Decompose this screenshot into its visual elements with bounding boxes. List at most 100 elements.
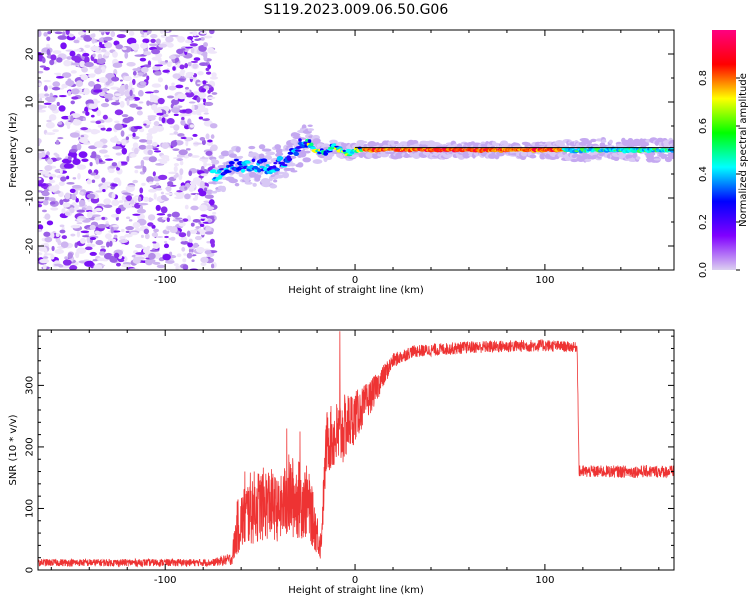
- track-halo: [290, 170, 298, 173]
- noise-blob: [65, 30, 70, 36]
- noise-blob: [173, 165, 178, 173]
- noise-blob: [204, 107, 209, 113]
- noise-blob: [46, 220, 54, 226]
- colorbar-label: Normalized spectral amplitude: [738, 73, 749, 227]
- noise-blob: [110, 101, 121, 106]
- track-halo: [211, 190, 218, 194]
- noise-blob: [149, 249, 160, 252]
- noise-blob: [153, 193, 157, 200]
- colorbar: 0.0 0.2 0.4 0.6 0.8 Normalized spectral ampl…: [698, 30, 749, 278]
- noise-blob: [57, 121, 63, 125]
- track-halo: [480, 143, 486, 148]
- noise-blob: [45, 132, 56, 136]
- noise-blob: [59, 229, 66, 234]
- noise-blob: [113, 234, 118, 239]
- noise-blob: [135, 106, 143, 110]
- noise-blob: [93, 98, 98, 102]
- noise-blob: [38, 183, 47, 187]
- noise-blob: [70, 115, 74, 123]
- noise-blob: [193, 142, 203, 145]
- noise-blob: [201, 158, 209, 163]
- noise-blob: [54, 184, 60, 191]
- track-core: [242, 163, 248, 167]
- noise-blob: [124, 233, 133, 238]
- noise-blob: [52, 129, 59, 133]
- noise-blob: [94, 230, 101, 235]
- noise-blob: [186, 252, 193, 259]
- noise-blob: [167, 213, 172, 218]
- noise-blob: [119, 100, 125, 108]
- noise-blob: [98, 149, 108, 154]
- noise-blob: [184, 89, 190, 93]
- track-halo: [274, 144, 282, 150]
- noise-blob: [148, 181, 154, 184]
- noise-blob: [120, 161, 128, 164]
- x-tick-label: 0: [352, 275, 358, 286]
- noise-blob: [199, 62, 208, 67]
- noise-blob: [70, 70, 77, 74]
- noise-blob: [190, 47, 195, 54]
- noise-blob: [141, 182, 146, 186]
- track-halo: [234, 182, 240, 187]
- noise-blob: [147, 149, 153, 155]
- noise-blob: [70, 88, 80, 95]
- track-halo: [248, 145, 256, 150]
- noise-blob: [156, 235, 164, 238]
- noise-blob: [117, 258, 125, 263]
- snr-frame: [37, 329, 675, 571]
- noise-blob: [111, 183, 118, 187]
- snr-series-line: [38, 331, 674, 568]
- track-halo: [359, 140, 368, 144]
- noise-blob: [114, 93, 121, 97]
- noise-blob: [182, 264, 189, 270]
- noise-blob: [75, 80, 84, 87]
- noise-blob: [110, 213, 119, 218]
- noise-blob: [99, 251, 106, 256]
- noise-blob: [209, 238, 215, 245]
- noise-blob: [38, 30, 42, 37]
- noise-blob: [102, 114, 108, 120]
- track-halo: [258, 144, 266, 150]
- noise-blob: [179, 168, 184, 176]
- noise-blob: [63, 163, 74, 169]
- noise-blob: [77, 31, 85, 36]
- noise-blob: [38, 195, 46, 202]
- noise-blob: [60, 176, 67, 182]
- noise-blob: [81, 158, 89, 162]
- noise-blob: [139, 204, 143, 212]
- noise-blob: [177, 36, 186, 43]
- noise-blob: [94, 67, 103, 75]
- track-core: [298, 138, 302, 142]
- noise-blob: [124, 83, 129, 90]
- noise-blob: [164, 84, 168, 91]
- noise-blob: [171, 82, 175, 86]
- noise-blob: [151, 232, 159, 238]
- noise-blob: [142, 38, 150, 44]
- track-halo: [363, 143, 368, 148]
- noise-blob: [205, 67, 210, 71]
- colorbar-tick-label: 0.0: [698, 262, 709, 278]
- noise-blob: [158, 116, 162, 121]
- noise-blob: [62, 259, 72, 266]
- noise-blob: [146, 75, 150, 81]
- noise-blob: [157, 158, 167, 162]
- noise-blob: [121, 195, 126, 201]
- noise-blob: [164, 60, 169, 63]
- noise-blob: [164, 260, 175, 264]
- noise-blob: [51, 245, 55, 252]
- track-halo: [275, 148, 283, 154]
- noise-blob: [111, 192, 116, 199]
- noise-blob: [185, 46, 194, 49]
- noise-blob: [90, 120, 97, 123]
- noise-blob: [199, 229, 206, 236]
- noise-blob: [179, 219, 184, 223]
- noise-blob: [168, 171, 177, 175]
- noise-blob: [143, 228, 150, 235]
- noise-blob: [121, 114, 129, 118]
- noise-blob: [102, 87, 108, 93]
- noise-blob: [116, 140, 121, 145]
- noise-blob: [147, 222, 154, 227]
- noise-blob: [75, 197, 79, 203]
- noise-blob: [70, 224, 81, 229]
- noise-blob: [62, 202, 71, 208]
